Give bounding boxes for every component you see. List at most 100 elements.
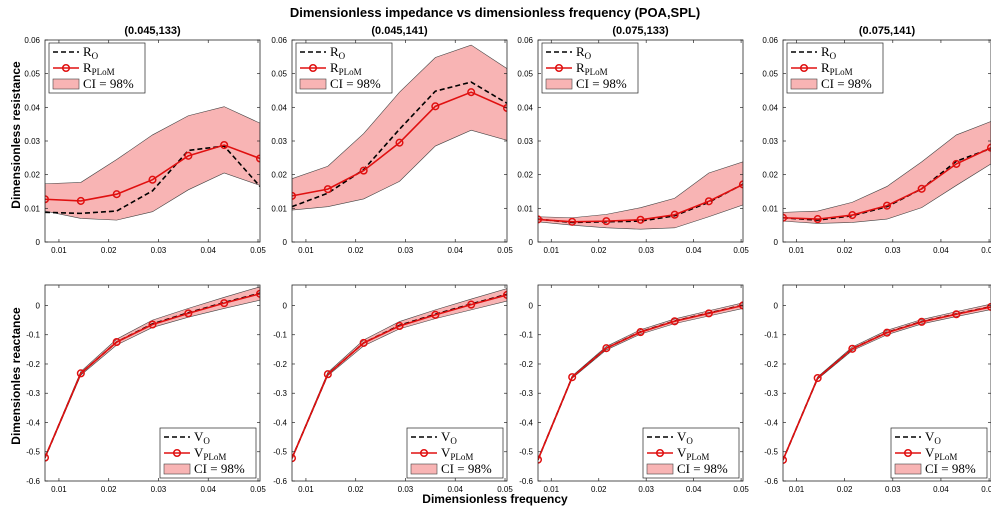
y-tick-label: 0.03 [517,137,533,146]
panel-title: (0.045,141) [371,25,428,37]
series-plom-point [502,103,507,113]
y-tick-label: -0.1 [273,331,287,340]
series-plom-point [882,328,892,337]
ci-band [538,161,743,230]
series-plom-point [323,185,332,194]
series-plom-point [636,215,645,224]
panel-2: 0.01 0.02 0.03 0.04 0.05 0 0.01 0.02 0.03 0.04 0.0… [271,25,513,255]
x-tick-label: 0.04 [200,246,216,255]
series-plom-point [220,299,229,308]
y-tick-label: 0 [774,301,779,310]
series-plom-point [184,151,193,160]
x-tick-label: 0.05 [733,485,749,494]
legend-label: RO [821,44,837,61]
x-tick-label: 0.05 [250,246,266,255]
series-plom-point [882,201,892,210]
series-plom-point [148,320,157,329]
series-plom-point [76,369,85,378]
y-tick-label: -0.3 [26,389,40,398]
panel-6: 0.01 0.02 0.03 0.04 0.05 -0.6 -0.5 -0.4 -0.3 -0.2… [273,284,513,494]
series-plom-point [502,290,507,299]
series-plom-line [783,147,991,220]
plot-content [292,288,507,463]
legend-marker-icon [799,63,809,73]
y-tick-label: 0 [529,301,534,310]
x-tick-label: 0.01 [789,246,805,255]
legend-label: CI = 98% [441,461,492,476]
legend-label: CI = 98% [925,461,976,476]
legend-label: VO [194,429,210,446]
x-tick-label: 0.04 [933,485,949,494]
y-tick-label: 0.03 [762,137,778,146]
x-tick-label: 0.05 [497,485,513,494]
y-tick-label: 0.05 [24,70,40,79]
series-plom-point [670,210,679,219]
series-plom-point [112,337,121,347]
series-plom-point [848,211,857,220]
y-tick-label: -0.3 [273,389,287,398]
plot-content [538,301,743,464]
y-tick-label: 0.03 [271,137,287,146]
y-tick-label: 0 [36,238,41,247]
y-tick-label: -0.4 [26,418,40,427]
y-tick-label: 0 [774,238,779,247]
series-plom-point [568,217,577,226]
y-tick-label: 0 [283,238,288,247]
figure-title: Dimensionless impedance vs dimensionless… [290,5,700,20]
series-plom-point [323,370,332,379]
legend-label: RPLoM [576,60,608,77]
y-tick-label: -0.6 [273,477,287,486]
y-tick-label: 0.04 [271,103,287,112]
panel-7: 0.01 0.02 0.03 0.04 0.05 -0.6 -0.5 -0.4 -0.3 -0.2… [519,284,749,494]
series-plom-point [813,215,822,224]
plot-content [45,106,260,221]
ci-band [45,106,260,221]
series-plom-line [45,144,260,202]
series-plom-point [467,300,476,309]
x-tick-label: 0.01 [298,485,314,494]
y-tick-label: -0.2 [519,360,533,369]
legend-marker-icon [903,448,913,458]
x-tick-label: 0.02 [348,246,364,255]
legend-marker-icon [172,448,182,458]
x-tick-label: 0.03 [885,246,901,255]
y-tick-label: 0.06 [271,36,287,45]
x-tick-label: 0.02 [591,485,607,494]
y-tick-label: -0.1 [519,331,533,340]
series-plom-point [76,196,85,205]
series-plom-point [359,338,368,347]
legend-label: RPLoM [821,60,853,77]
x-tick-label: 0.03 [885,485,901,494]
legend-marker-icon [655,448,665,458]
series-plom-point [255,289,260,298]
legend-label: VPLoM [677,445,709,462]
y-tick-label: 0.04 [24,103,40,112]
y-tick-label: 0.06 [762,36,778,45]
y-tick-label: 0.03 [24,137,40,146]
legend-label: RO [83,44,99,61]
y-tick-label: 0.06 [517,36,533,45]
x-tick-label: 0.04 [686,246,702,255]
panel-title: (0.045,133) [124,25,181,37]
y-tick-label: 0.01 [517,204,533,213]
legend-patch-icon [299,78,327,90]
legend-label: CI = 98% [821,76,872,91]
series-plom-point [148,175,157,184]
x-tick-label: 0.02 [101,485,117,494]
y-tick-label: -0.3 [764,389,778,398]
panel-title: (0.075,141) [859,25,916,37]
legend-patch-icon [410,463,438,475]
legend-patch-icon [894,463,922,475]
legend-label: VPLoM [441,445,473,462]
panel-3: 0.01 0.02 0.03 0.04 0.05 0 0.01 0.02 0.03 0.04 0.0… [517,25,749,255]
series-plom-point [704,197,713,206]
x-tick-label: 0.03 [398,246,414,255]
series-plom-point [952,159,961,168]
x-tick-label: 0.05 [733,246,749,255]
x-tick-label: 0.04 [447,485,463,494]
x-tick-label: 0.01 [51,246,67,255]
